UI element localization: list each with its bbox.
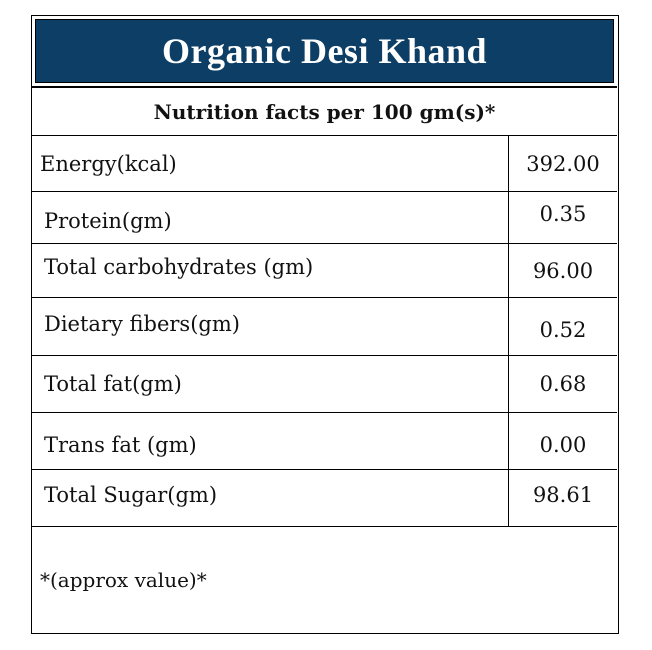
- nutrient-name: Total carbohydrates (gm): [32, 244, 509, 297]
- approx-value-footnote: *(approx value)*: [40, 567, 207, 592]
- product-title: Organic Desi Khand: [35, 19, 614, 83]
- nutrient-value: 392.00: [526, 151, 600, 176]
- nutrient-name: Protein(gm): [32, 192, 509, 243]
- nutrition-row-total-sugar: Total Sugar(gm) 98.61: [32, 470, 617, 527]
- nutrient-value: 98.61: [532, 483, 594, 507]
- nutrient-name: Dietary fibers(gm): [32, 298, 509, 355]
- nutrient-value: 96.00: [532, 258, 594, 283]
- nutrient-value: 0.52: [539, 317, 587, 342]
- nutrient-value: 0.68: [539, 372, 587, 396]
- nutrient-name: Total fat(gm): [32, 356, 509, 412]
- nutrition-row-dietary-fibers: Dietary fibers(gm) 0.52: [32, 298, 617, 356]
- title-frame: Organic Desi Khand: [32, 16, 617, 87]
- nutrition-row-total-fat: Total fat(gm) 0.68: [32, 356, 617, 413]
- nutrient-name: Energy(kcal): [32, 136, 509, 191]
- nutrition-row-energy: Energy(kcal) 392.00: [32, 136, 617, 192]
- nutrient-value: 0.00: [539, 433, 587, 457]
- nutrient-value: 0.35: [539, 201, 587, 226]
- nutrition-row-carbohydrates: Total carbohydrates (gm) 96.00: [32, 244, 617, 298]
- nutrition-subtitle: Nutrition facts per 100 gm(s)*: [32, 87, 617, 136]
- nutrition-label: Organic Desi Khand Nutrition facts per 1…: [31, 15, 619, 634]
- nutrition-row-protein: Protein(gm) 0.35: [32, 192, 617, 244]
- nutrient-name: Total Sugar(gm): [32, 470, 509, 526]
- nutrition-row-trans-fat: Trans fat (gm) 0.00: [32, 413, 617, 470]
- nutrient-name: Trans fat (gm): [32, 413, 509, 469]
